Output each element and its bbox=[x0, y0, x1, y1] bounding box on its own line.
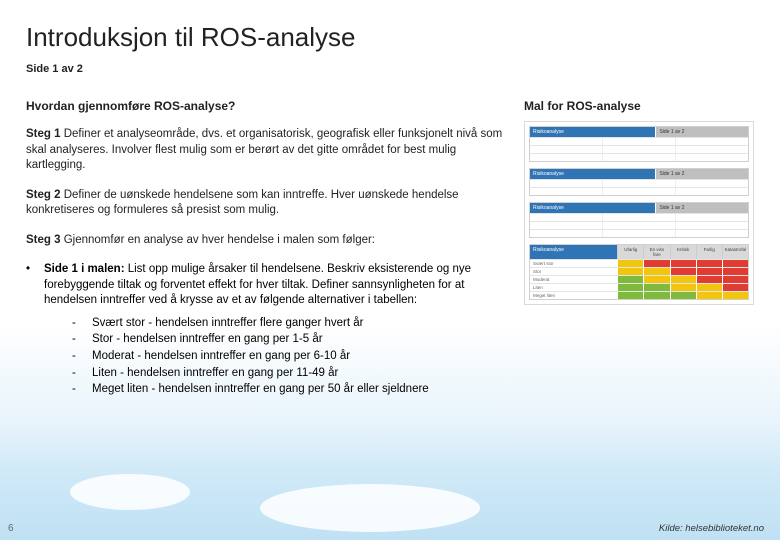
template-preview: Risikoanalyse Side 1 av 2 Risikoanalyse … bbox=[524, 121, 754, 305]
cloud-decoration bbox=[260, 484, 480, 532]
table-header-blue: Risikoanalyse bbox=[530, 169, 656, 179]
risk-header: Risikoanalyse bbox=[530, 245, 617, 259]
step-text: Gjennomfør en analyse av hver hendelse i… bbox=[64, 234, 375, 246]
table-header-blue: Risikoanalyse bbox=[530, 127, 656, 137]
table-header-grey: Side 1 av 2 bbox=[656, 203, 748, 213]
step-num: Steg 3 bbox=[26, 234, 61, 246]
template-table: Risikoanalyse Side 1 av 2 bbox=[529, 202, 749, 238]
table-header-blue: Risikoanalyse bbox=[530, 203, 656, 213]
step-num: Steg 1 bbox=[26, 128, 61, 140]
template-table: Risikoanalyse Side 1 av 2 bbox=[529, 168, 749, 196]
sub-item: Stor - hendelsen inntreffer en gang per … bbox=[92, 331, 323, 348]
sub-item: Meget liten - hendelsen inntreffer en ga… bbox=[92, 381, 429, 398]
step-2: Steg 2 Definer de uønskede hendelsene so… bbox=[26, 188, 506, 219]
cloud-decoration bbox=[70, 474, 190, 510]
bullet-mark: • bbox=[26, 262, 44, 398]
risk-cols: Ufarlig En viss fare Kritisk Farlig Kata… bbox=[617, 245, 748, 259]
risk-matrix: Risikoanalyse Ufarlig En viss fare Kriti… bbox=[529, 244, 749, 300]
bullet-lead: Side 1 i malen: bbox=[44, 263, 125, 275]
step-text: Definer et analyseområde, dvs. et organi… bbox=[26, 128, 502, 171]
page-title: Introduksjon til ROS-analyse bbox=[26, 22, 754, 53]
sub-item: Svært stor - hendelsen inntreffer flere … bbox=[92, 315, 363, 332]
template-title: Mal for ROS-analyse bbox=[524, 99, 754, 113]
sub-list: -Svært stor - hendelsen inntreffer flere… bbox=[44, 315, 506, 398]
source-citation: Kilde: helsebiblioteket.no bbox=[659, 523, 764, 534]
slide-number: 6 bbox=[8, 523, 14, 534]
table-header-grey: Side 1 av 2 bbox=[656, 127, 748, 137]
pager: Side 1 av 2 bbox=[26, 63, 754, 75]
question-heading: Hvordan gjennomføre ROS-analyse? bbox=[26, 99, 506, 113]
step-num: Steg 2 bbox=[26, 189, 61, 201]
step-1: Steg 1 Definer et analyseområde, dvs. et… bbox=[26, 127, 506, 174]
sub-item: Moderat - hendelsen inntreffer en gang p… bbox=[92, 348, 350, 365]
template-table: Risikoanalyse Side 1 av 2 bbox=[529, 126, 749, 162]
sub-item: Liten - hendelsen inntreffer en gang per… bbox=[92, 365, 338, 382]
bullet-main: • Side 1 i malen: List opp mulige årsake… bbox=[26, 262, 506, 398]
left-column: Hvordan gjennomføre ROS-analyse? Steg 1 … bbox=[26, 99, 506, 398]
step-text: Definer de uønskede hendelsene som kan i… bbox=[26, 189, 459, 217]
step-3: Steg 3 Gjennomfør en analyse av hver hen… bbox=[26, 233, 506, 249]
right-column: Mal for ROS-analyse Risikoanalyse Side 1… bbox=[524, 99, 754, 398]
table-header-grey: Side 1 av 2 bbox=[656, 169, 748, 179]
